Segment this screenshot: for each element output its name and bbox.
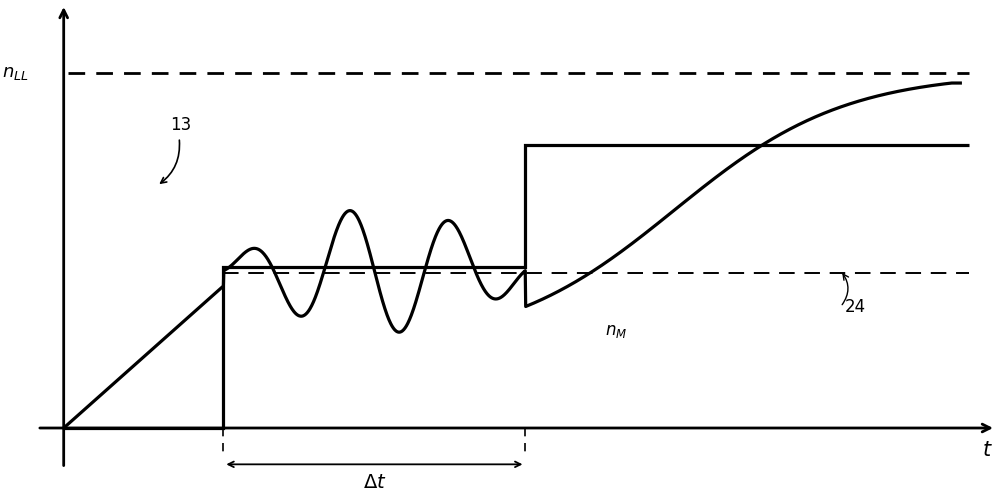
- Text: $n_{M}$: $n_{M}$: [605, 322, 627, 340]
- Text: $n_{LL}$: $n_{LL}$: [2, 64, 28, 82]
- Text: $\Delta t$: $\Delta t$: [363, 473, 386, 492]
- Text: 24: 24: [845, 298, 866, 316]
- Text: 13: 13: [170, 116, 191, 134]
- Text: $t$: $t$: [982, 440, 992, 460]
